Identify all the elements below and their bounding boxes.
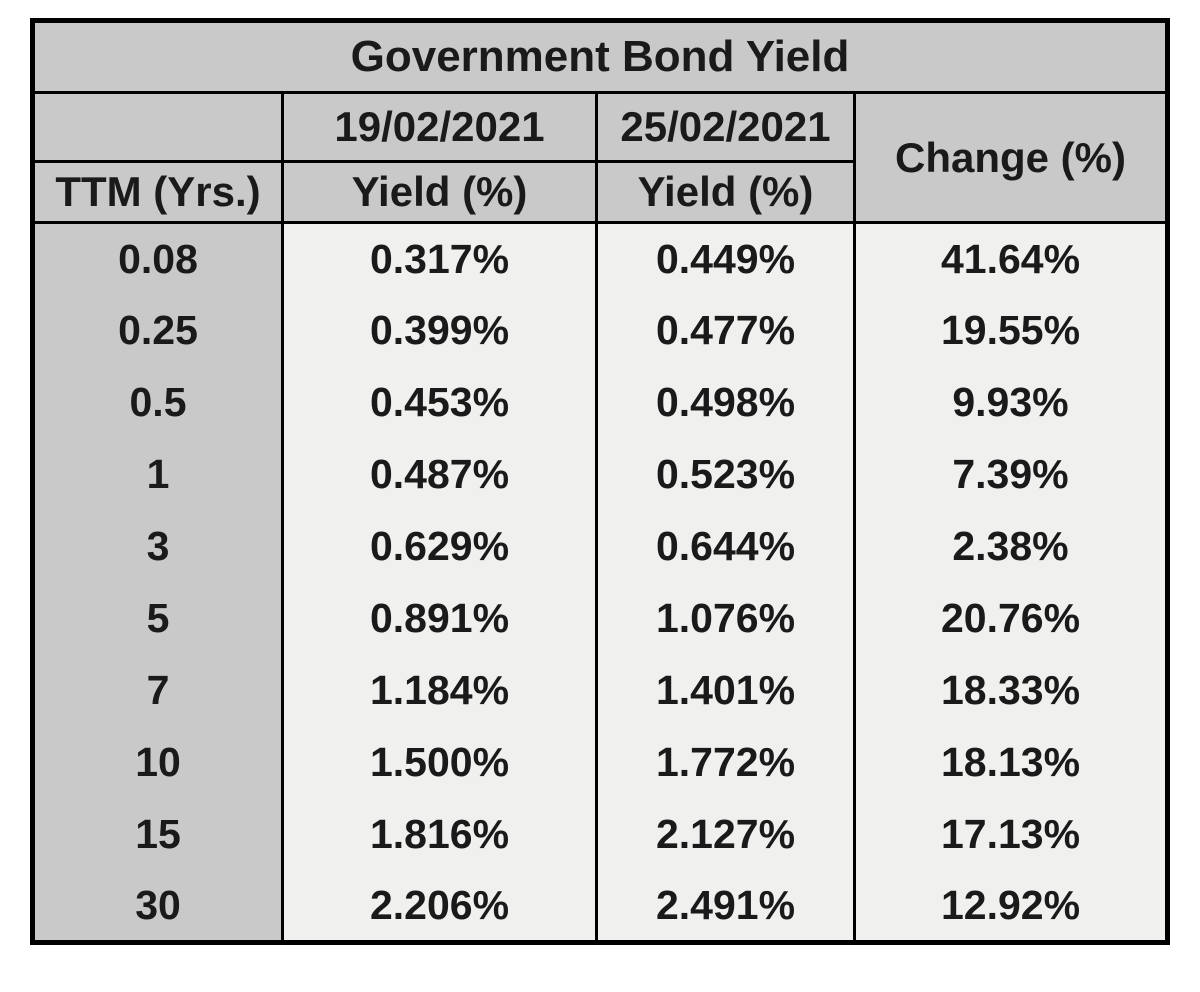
table-row: 10 1.500% 1.772% 18.13% (31, 726, 1169, 799)
change-cell: 18.13% (853, 726, 1169, 799)
ttm-cell: 10 (31, 726, 284, 799)
table-row: 5 0.891% 1.076% 20.76% (31, 582, 1169, 655)
yield2-cell: 2.127% (595, 798, 856, 871)
change-header: Change (%) (853, 91, 1169, 224)
change-cell: 20.76% (853, 582, 1169, 655)
ttm-cell: 3 (31, 510, 284, 583)
yield1-cell: 0.891% (281, 582, 598, 655)
ttm-cell: 0.25 (31, 294, 284, 367)
change-cell: 17.13% (853, 798, 1169, 871)
yield2-cell: 0.644% (595, 510, 856, 583)
change-cell: 9.93% (853, 366, 1169, 439)
yield1-cell: 0.317% (281, 222, 598, 295)
ttm-cell: 5 (31, 582, 284, 655)
yield-header-2: Yield (%) (595, 160, 856, 224)
change-cell: 19.55% (853, 294, 1169, 367)
bond-yield-table: Government Bond Yield 19/02/2021 25/02/2… (30, 18, 1170, 945)
table-row: 3 0.629% 0.644% 2.38% (31, 510, 1169, 583)
yield2-cell: 0.477% (595, 294, 856, 367)
ttm-cell: 0.5 (31, 366, 284, 439)
table-row: 1 0.487% 0.523% 7.39% (31, 438, 1169, 511)
yield2-cell: 0.498% (595, 366, 856, 439)
title-row: Government Bond Yield (32, 20, 1168, 94)
change-cell: 41.64% (853, 222, 1169, 295)
table-row: 0.08 0.317% 0.449% 41.64% (31, 222, 1169, 295)
ttm-header: TTM (Yrs.) (31, 160, 284, 224)
ttm-cell: 7 (31, 654, 284, 727)
change-cell: 18.33% (853, 654, 1169, 727)
yield2-cell: 1.401% (595, 654, 856, 727)
table-row: 0.25 0.399% 0.477% 19.55% (31, 294, 1169, 367)
bond-yield-table-container: Government Bond Yield 19/02/2021 25/02/2… (30, 18, 1170, 945)
yield2-cell: 0.449% (595, 222, 856, 295)
change-cell: 2.38% (853, 510, 1169, 583)
table-row: 30 2.206% 2.491% 12.92% (31, 870, 1169, 943)
corner-cell (31, 91, 284, 163)
yield1-cell: 0.629% (281, 510, 598, 583)
sub-header-row: TTM (Yrs.) Yield (%) Yield (%) (31, 160, 1168, 224)
yield1-cell: 0.487% (281, 438, 598, 511)
change-cell: 7.39% (853, 438, 1169, 511)
yield2-cell: 1.772% (595, 726, 856, 799)
ttm-cell: 0.08 (31, 222, 284, 295)
date-header-2502: 25/02/2021 (595, 91, 856, 163)
yield1-cell: 0.453% (281, 366, 598, 439)
yield1-cell: 0.399% (281, 294, 598, 367)
yield1-cell: 1.500% (281, 726, 598, 799)
date-header-1902: 19/02/2021 (281, 91, 598, 163)
yield2-cell: 2.491% (595, 870, 856, 943)
yield1-cell: 1.816% (281, 798, 598, 871)
yield-header-1: Yield (%) (281, 160, 598, 224)
table-row: 15 1.816% 2.127% 17.13% (31, 798, 1169, 871)
yield1-cell: 1.184% (281, 654, 598, 727)
date-header-row: 19/02/2021 25/02/2021 Change (%) (31, 91, 1169, 224)
ttm-cell: 1 (31, 438, 284, 511)
table-title: Government Bond Yield (32, 20, 1168, 94)
change-cell: 12.92% (853, 870, 1169, 943)
ttm-cell: 30 (31, 870, 284, 943)
table-row: 7 1.184% 1.401% 18.33% (31, 654, 1169, 727)
yield1-cell: 2.206% (281, 870, 598, 943)
table-row: 0.5 0.453% 0.498% 9.93% (31, 366, 1169, 439)
ttm-cell: 15 (31, 798, 284, 871)
yield2-cell: 0.523% (595, 438, 856, 511)
yield2-cell: 1.076% (595, 582, 856, 655)
